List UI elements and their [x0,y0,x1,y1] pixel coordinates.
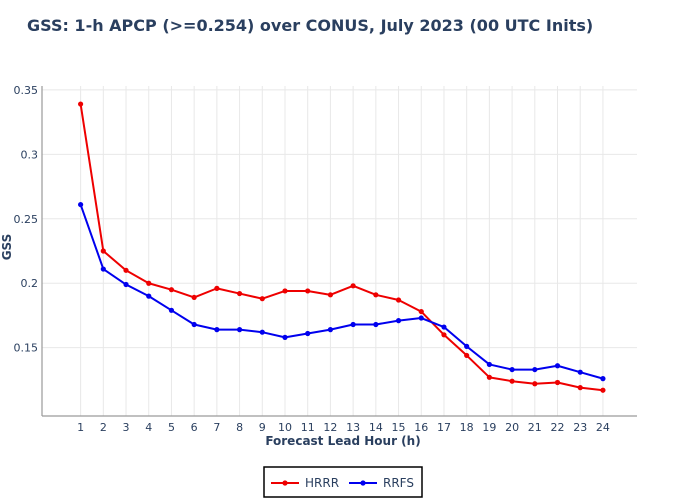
hrrr-data-point [395,297,402,303]
x-tick-label: 14 [369,421,383,434]
x-tick-labels: 1 2 3 4 5 6 7 8 9 10 11 12 13 14 15 16 17 18 19 20 21 22 23 24 [77,421,610,434]
rrfs-data-point [236,327,243,333]
hrrr-data-point [532,381,538,387]
hrrr-data-point [168,287,175,293]
rrfs-legend-marker [360,480,366,486]
x-tick-label: 4 [145,421,152,434]
rrfs-series-line [79,204,604,380]
rrfs-data-point [532,366,538,373]
hrrr-legend-marker [282,480,288,486]
hrrr-data-point [350,283,356,289]
hrrr-data-point [191,294,197,301]
hrrr-data-point [259,296,265,302]
rrfs-data-point [123,281,129,288]
hrrr-data-point [78,101,84,107]
x-tick-label: 22 [551,421,565,434]
hrrr-data-point [214,285,220,291]
hrrr-data-point [282,288,288,294]
rrfs-data-point [373,321,379,328]
hrrr-series-line [79,103,604,392]
y-tick-label: 0.15 [14,342,39,355]
rrfs-data-point [146,293,152,299]
y-tick-label: 0.2 [21,277,39,290]
hrrr-data-point [123,267,129,273]
rrfs-data-point [259,329,265,335]
rrfs-data-point [395,318,402,324]
x-tick-label: 19 [482,421,496,434]
hrrr-data-point [373,292,379,298]
rrfs-data-point [577,369,583,375]
y-tick-label: 0.3 [21,148,39,161]
legend: HRRR RRFS [263,466,423,498]
hrrr-data-point [327,292,334,298]
x-tick-label: 9 [259,421,266,434]
y-tick-labels: 0.15 0.2 0.25 0.3 0.35 [14,84,39,355]
hrrr-data-point [236,290,243,297]
hrrr-data-point [577,385,583,391]
rrfs-data-point [600,376,606,382]
x-tick-label: 13 [346,421,360,434]
y-tick-label: 0.25 [14,213,39,226]
x-tick-label: 12 [323,421,337,434]
rrfs-data-point [509,366,515,373]
y-tick-label: 0.35 [14,84,39,97]
x-tick-label: 20 [505,421,519,434]
x-tick-label: 21 [528,421,542,434]
x-tick-label: 18 [460,421,474,434]
x-tick-label: 5 [168,421,175,434]
x-tick-label: 2 [100,421,107,434]
rrfs-data-point [100,266,106,272]
chart-title: GSS: 1-h APCP (>=0.254) over CONUS, July… [27,16,593,35]
rrfs-data-point [191,321,197,328]
x-tick-label: 11 [301,421,315,434]
x-tick-label: 15 [392,421,406,434]
rrfs-data-point [214,327,220,333]
x-gridlines [80,86,604,416]
x-tick-label: 16 [414,421,428,434]
legend-items: HRRR RRFS [271,476,414,490]
hrrr-data-point [509,378,515,384]
rrfs-data-point [554,363,561,369]
x-tick-label: 1 [77,421,84,434]
hrrr-data-point [486,374,492,380]
x-tick-label: 6 [191,421,198,434]
hrrr-legend-label: HRRR [305,476,339,490]
x-tick-label: 24 [596,421,610,434]
hrrr-data-point [418,308,424,315]
rrfs-data-point [486,361,492,368]
rrfs-data-point [282,334,288,340]
hrrr-data-point [305,288,311,294]
x-tick-label: 7 [213,421,220,434]
hrrr-data-point [146,280,152,286]
x-tick-label: 8 [236,421,243,434]
hrrr-data-point [100,248,106,254]
hrrr-data-point [600,387,606,393]
rrfs-data-point [350,321,356,328]
x-tick-label: 3 [123,421,130,434]
rrfs-data-point [305,330,311,337]
x-tick-label: 10 [278,421,292,434]
rrfs-data-point [418,315,424,321]
series-layer [78,101,606,393]
rrfs-data-point [441,324,447,330]
hrrr-data-point [441,332,447,338]
rrfs-data-point [464,343,470,349]
rrfs-data-point [327,327,334,333]
rrfs-data-point [78,201,84,208]
x-tick-label: 23 [573,421,587,434]
y-axis-title: GSS [0,234,14,261]
x-axis-title: Forecast Lead Hour (h) [265,434,420,448]
hrrr-data-point [464,352,470,359]
rrfs-data-point [168,307,175,313]
x-tick-label: 17 [437,421,451,434]
y-gridlines [42,89,637,349]
rrfs-legend-label: RRFS [383,476,414,490]
hrrr-data-point [554,379,561,386]
